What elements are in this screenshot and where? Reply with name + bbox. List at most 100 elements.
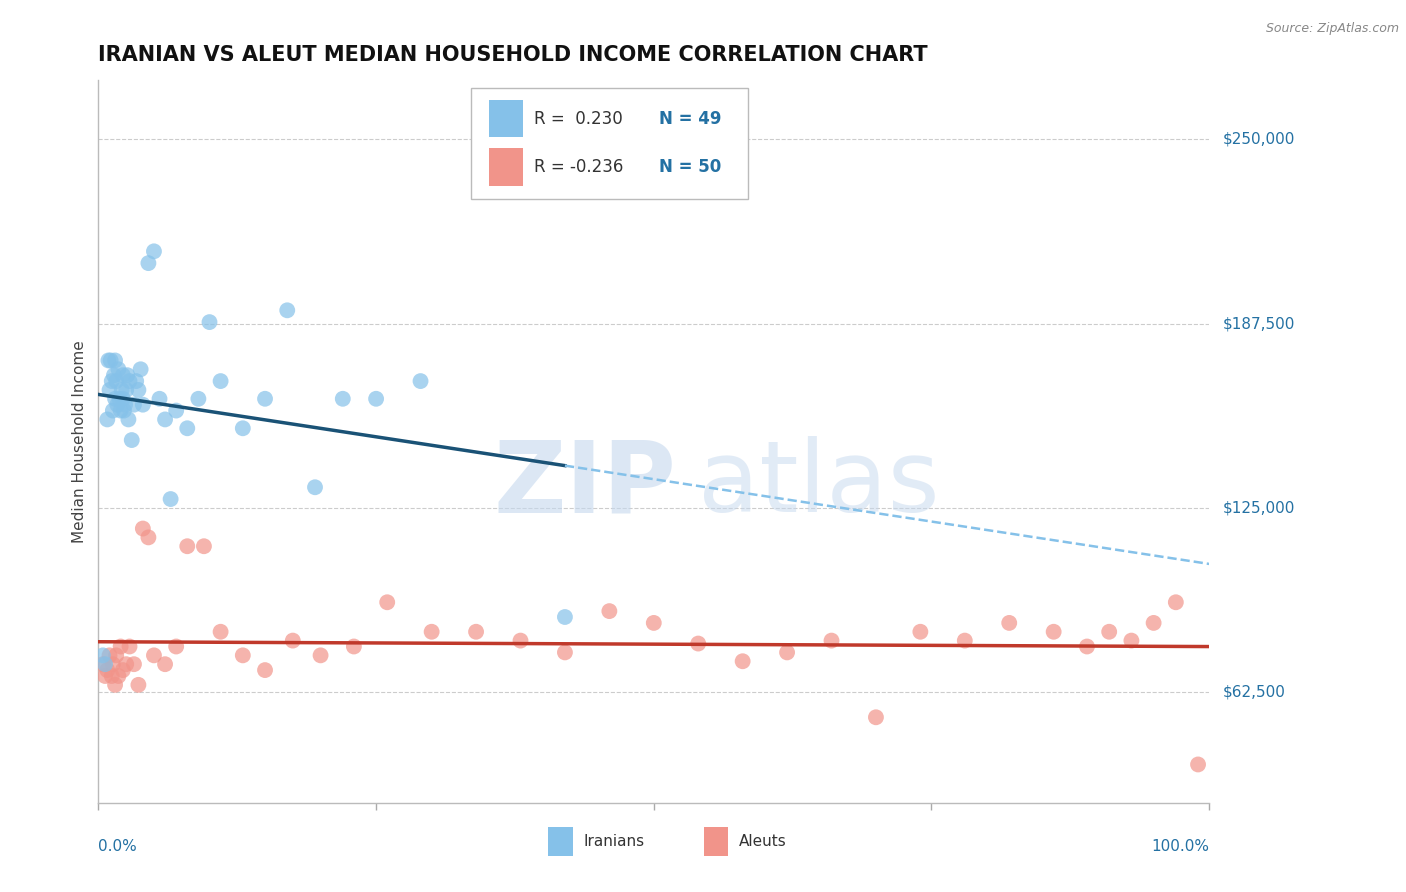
Point (98, 383, 121, 397)
Point (253, 663, 276, 677)
Point (281, 633, 304, 648)
Point (104, 392, 127, 406)
Point (115, 383, 138, 397)
Point (865, 710, 887, 724)
Point (117, 368, 139, 383)
Point (176, 421, 198, 435)
Point (96, 412, 118, 426)
Point (111, 368, 134, 383)
Point (253, 392, 276, 406)
Point (129, 362, 152, 376)
Point (148, 392, 170, 406)
Point (91, 648, 114, 663)
Point (1164, 595, 1187, 609)
Point (121, 433, 143, 447)
Point (104, 353, 127, 368)
Point (688, 636, 710, 650)
Bar (548, 827, 572, 855)
Point (1076, 640, 1098, 654)
Point (91, 657, 114, 672)
Point (554, 610, 576, 624)
Point (97, 353, 120, 368)
Point (176, 539, 198, 553)
Point (209, 624, 232, 639)
Text: N = 50: N = 50 (659, 158, 721, 176)
Text: R =  0.230: R = 0.230 (534, 110, 623, 128)
Point (100, 669, 122, 683)
Point (366, 392, 388, 406)
Point (103, 368, 125, 383)
Point (198, 315, 221, 329)
Text: N = 49: N = 49 (659, 110, 721, 128)
Point (114, 398, 136, 412)
Point (105, 398, 128, 412)
Point (96, 663, 118, 677)
Point (100, 353, 122, 368)
Point (598, 604, 620, 618)
Point (153, 657, 176, 672)
Point (309, 648, 332, 663)
Text: Source: ZipAtlas.com: Source: ZipAtlas.com (1265, 22, 1399, 36)
Point (127, 678, 149, 692)
Text: ZIP: ZIP (494, 436, 676, 533)
Point (998, 615, 1021, 630)
Point (343, 640, 366, 654)
Point (143, 648, 166, 663)
Point (111, 392, 134, 406)
Point (132, 398, 155, 412)
Point (118, 640, 141, 654)
Point (953, 633, 976, 648)
Point (420, 624, 443, 639)
Point (127, 383, 149, 397)
Point (910, 624, 932, 639)
Point (111, 383, 134, 397)
Point (776, 645, 799, 659)
Point (1187, 757, 1209, 772)
Text: Aleuts: Aleuts (740, 834, 787, 848)
FancyBboxPatch shape (471, 87, 748, 200)
Point (165, 403, 187, 417)
Point (101, 657, 124, 672)
Text: 0.0%: 0.0% (98, 838, 138, 854)
Point (304, 480, 326, 494)
Point (1042, 624, 1064, 639)
Point (118, 374, 141, 388)
Point (1121, 633, 1143, 648)
Text: $62,500: $62,500 (1223, 685, 1286, 699)
Point (105, 648, 128, 663)
Point (110, 640, 132, 654)
Point (409, 374, 432, 388)
Point (110, 403, 132, 417)
Point (209, 374, 232, 388)
Point (122, 657, 145, 672)
Point (187, 392, 209, 406)
Point (193, 539, 215, 553)
Point (731, 654, 754, 668)
Text: Iranians: Iranians (583, 834, 645, 848)
Point (112, 403, 135, 417)
Point (232, 421, 254, 435)
Text: R = -0.236: R = -0.236 (534, 158, 623, 176)
Point (122, 398, 145, 412)
Point (138, 256, 160, 270)
Bar (489, 100, 523, 137)
Point (132, 522, 155, 536)
Point (108, 392, 131, 406)
Point (165, 640, 187, 654)
Point (105, 374, 128, 388)
Bar (704, 827, 728, 855)
Point (107, 669, 129, 683)
Y-axis label: Median Household Income: Median Household Income (72, 340, 87, 543)
Point (138, 530, 160, 544)
Point (509, 633, 531, 648)
Point (554, 645, 576, 659)
Text: 100.0%: 100.0% (1152, 838, 1209, 854)
Point (101, 403, 124, 417)
Point (159, 491, 181, 506)
Bar (489, 148, 523, 186)
Point (820, 633, 842, 648)
Point (153, 412, 176, 426)
Point (332, 392, 354, 406)
Point (375, 595, 398, 609)
Point (117, 412, 139, 426)
